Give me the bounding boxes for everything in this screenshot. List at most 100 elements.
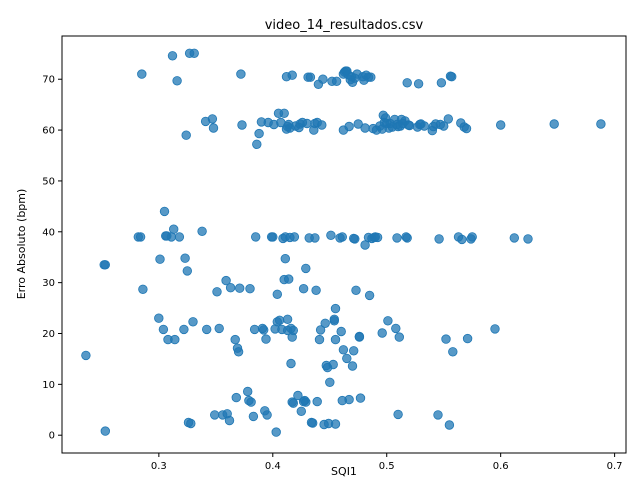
scatter-point xyxy=(234,283,245,293)
scatter-point xyxy=(282,314,293,325)
scatter-point xyxy=(355,393,366,403)
scatter-point xyxy=(180,253,190,263)
scatter-point xyxy=(293,390,303,401)
scatter-point xyxy=(360,240,370,250)
scatter-point xyxy=(338,345,349,355)
scatter-point xyxy=(166,232,177,242)
scatter-point xyxy=(287,70,297,80)
scatter-point xyxy=(289,232,300,242)
scatter-point xyxy=(419,121,430,131)
y-tick-label: 0 xyxy=(49,431,55,442)
scatter-point xyxy=(331,76,342,87)
scatter-point xyxy=(279,108,289,119)
x-axis: 0.3 0.4 0.5 0.6 0.7 xyxy=(151,453,623,472)
scatter-point xyxy=(221,275,231,286)
chart-title: video_14_resultados.csv xyxy=(265,18,424,33)
scatter-point xyxy=(404,120,415,131)
scatter-point xyxy=(81,350,91,361)
scatter-point xyxy=(301,397,311,407)
scatter-point xyxy=(170,334,180,345)
scatter-point xyxy=(509,233,520,243)
scatter-point xyxy=(342,353,352,364)
scatter-point xyxy=(372,232,383,243)
scatter-point xyxy=(100,426,111,436)
plot-frame xyxy=(61,35,627,454)
y-tick-label: 50 xyxy=(42,176,55,187)
scatter-point xyxy=(596,119,606,129)
scatter-point xyxy=(288,398,299,408)
scatter-point xyxy=(377,328,387,338)
scatter-point xyxy=(351,285,361,296)
scatter-point xyxy=(230,334,240,345)
scatter-point xyxy=(349,346,359,356)
scatter-point xyxy=(246,397,256,407)
scatter-point xyxy=(298,284,309,294)
scatter-point xyxy=(320,318,330,329)
scatter-point xyxy=(286,358,296,369)
scatter-point xyxy=(262,410,272,420)
scatter-point xyxy=(301,263,311,274)
y-axis: 0 10 20 30 40 50 60 70 xyxy=(42,75,62,442)
scatter-point xyxy=(179,324,189,335)
scatter-point xyxy=(366,72,376,82)
scatter-point xyxy=(344,394,354,405)
scatter-point xyxy=(441,334,451,344)
scatter-point xyxy=(383,316,393,326)
scatter-point xyxy=(137,69,147,79)
scatter-point xyxy=(167,51,178,61)
x-tick-label: 0.3 xyxy=(151,461,167,472)
scatter-point xyxy=(325,377,335,388)
y-tick-label: 30 xyxy=(42,278,55,289)
scatter-point xyxy=(448,347,458,357)
scatter-point xyxy=(284,274,294,284)
scatter-point xyxy=(354,332,365,342)
scatter-point xyxy=(337,232,348,242)
scatter-point xyxy=(496,120,506,130)
scatter-point xyxy=(326,230,336,241)
scatter-point xyxy=(158,324,169,335)
scatter-point xyxy=(197,226,207,237)
scatter-point xyxy=(186,418,196,429)
y-tick-label: 10 xyxy=(42,380,55,391)
scatter-point xyxy=(394,332,405,342)
scatter-point xyxy=(237,120,247,130)
scatter-point xyxy=(330,303,341,314)
points-layer xyxy=(81,48,606,437)
scatter-point xyxy=(189,48,199,59)
scatter-point xyxy=(328,359,338,370)
scatter-point xyxy=(288,325,299,336)
scatter-point xyxy=(208,123,219,133)
scatter-point xyxy=(315,325,326,335)
scatter-point xyxy=(336,326,346,337)
scatter-point xyxy=(231,392,242,403)
scatter-point xyxy=(280,254,291,264)
scatter-point xyxy=(402,233,412,243)
scatter-point xyxy=(467,232,477,242)
scatter-point xyxy=(402,78,412,88)
scatter-point xyxy=(312,396,322,407)
scatter-point xyxy=(274,315,285,326)
scatter-point xyxy=(271,427,281,437)
scatter-point xyxy=(252,139,262,150)
scatter-point xyxy=(329,316,340,326)
scatter-point xyxy=(296,406,307,417)
scatter-point xyxy=(392,233,402,243)
scatter-point xyxy=(444,420,455,430)
scatter-point xyxy=(490,324,500,334)
scatter-point xyxy=(350,234,360,244)
scatter-point xyxy=(330,419,341,429)
scatter-point xyxy=(259,325,269,335)
scatter-point xyxy=(242,386,253,397)
scatter-point xyxy=(168,224,179,234)
scatter-point xyxy=(268,232,278,242)
scatter-point xyxy=(159,206,170,217)
scatter-point xyxy=(212,287,222,297)
scatter-point xyxy=(154,313,164,323)
scatter-point xyxy=(233,347,244,357)
scatter-point xyxy=(214,323,224,334)
scatter-point xyxy=(174,232,185,242)
x-tick-label: 0.5 xyxy=(379,461,395,472)
scatter-point xyxy=(302,118,312,129)
y-axis-label: Erro Absoluto (bpm) xyxy=(15,189,28,300)
